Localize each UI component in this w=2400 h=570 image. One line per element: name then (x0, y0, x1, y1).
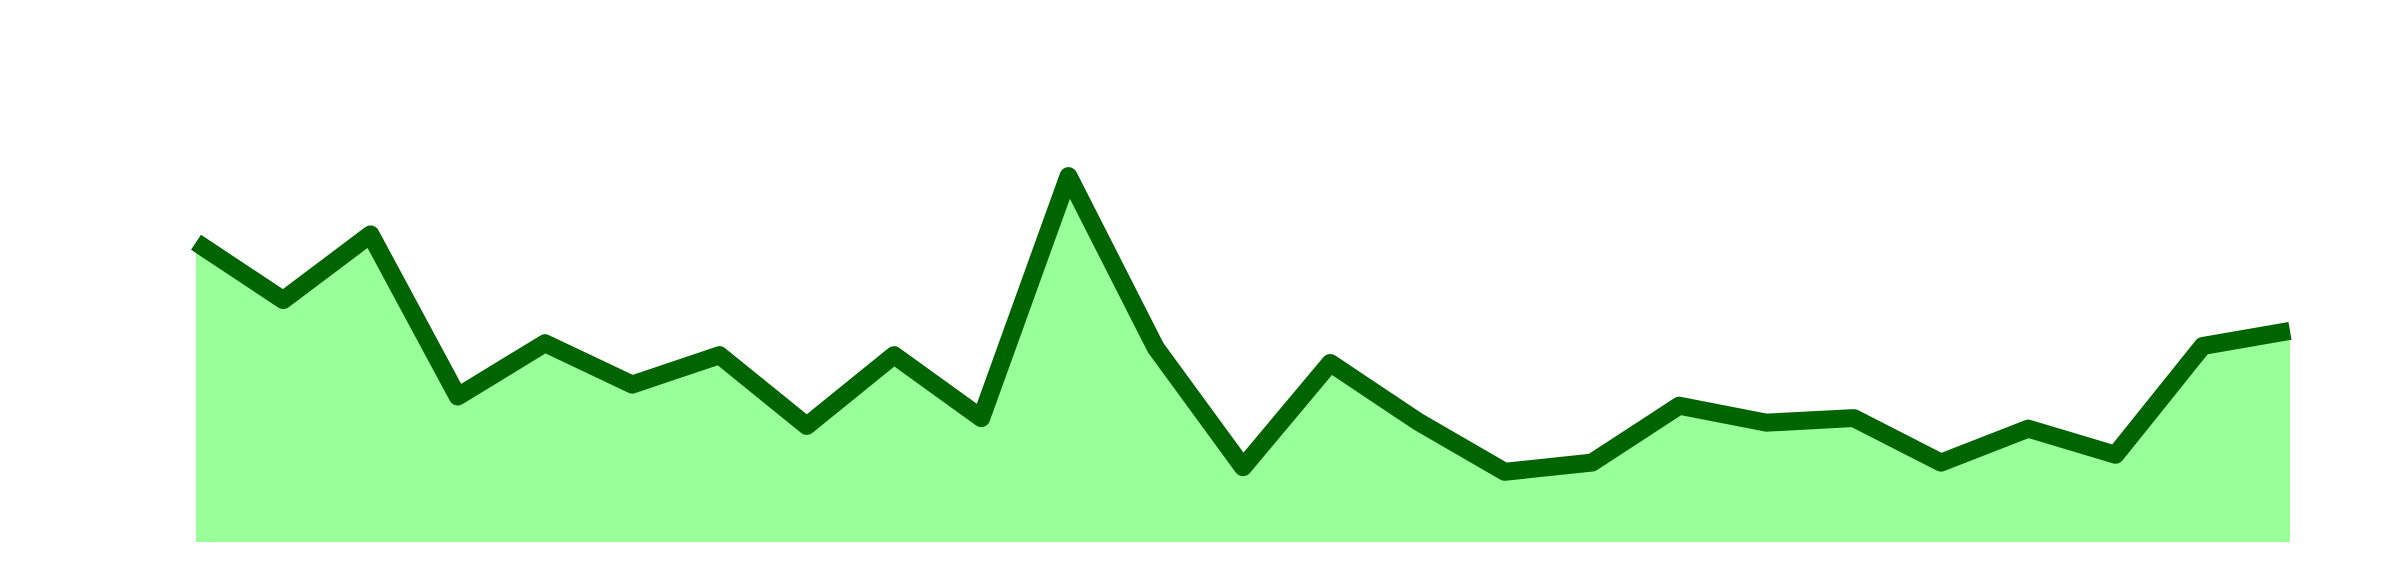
area-fill (196, 176, 2290, 542)
line (191, 167, 2292, 481)
